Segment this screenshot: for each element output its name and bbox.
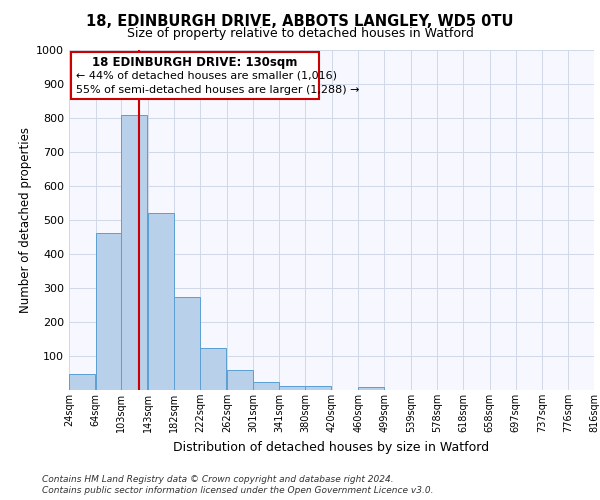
Bar xyxy=(227,370,253,390)
Text: 18, EDINBURGH DRIVE, ABBOTS LANGLEY, WD5 0TU: 18, EDINBURGH DRIVE, ABBOTS LANGLEY, WD5… xyxy=(86,14,514,29)
Bar xyxy=(305,386,331,390)
Bar xyxy=(95,233,121,390)
Bar xyxy=(121,114,148,390)
Bar xyxy=(358,386,384,390)
Bar xyxy=(200,348,226,390)
Bar xyxy=(174,296,200,390)
Y-axis label: Number of detached properties: Number of detached properties xyxy=(19,127,32,313)
FancyBboxPatch shape xyxy=(71,52,319,100)
Bar xyxy=(69,374,95,390)
Bar xyxy=(148,213,174,390)
X-axis label: Distribution of detached houses by size in Watford: Distribution of detached houses by size … xyxy=(173,440,490,454)
Text: Contains public sector information licensed under the Open Government Licence v3: Contains public sector information licen… xyxy=(42,486,433,495)
Text: Size of property relative to detached houses in Watford: Size of property relative to detached ho… xyxy=(127,28,473,40)
Bar xyxy=(280,386,305,390)
Text: 55% of semi-detached houses are larger (1,288) →: 55% of semi-detached houses are larger (… xyxy=(76,85,360,95)
Bar xyxy=(253,382,279,390)
Text: Contains HM Land Registry data © Crown copyright and database right 2024.: Contains HM Land Registry data © Crown c… xyxy=(42,475,394,484)
Text: 18 EDINBURGH DRIVE: 130sqm: 18 EDINBURGH DRIVE: 130sqm xyxy=(92,56,298,68)
Text: ← 44% of detached houses are smaller (1,016): ← 44% of detached houses are smaller (1,… xyxy=(76,70,337,81)
